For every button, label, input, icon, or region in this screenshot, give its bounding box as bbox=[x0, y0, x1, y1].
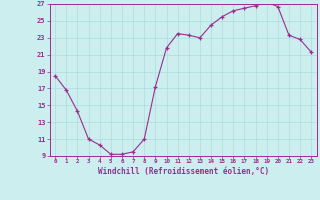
X-axis label: Windchill (Refroidissement éolien,°C): Windchill (Refroidissement éolien,°C) bbox=[98, 167, 269, 176]
